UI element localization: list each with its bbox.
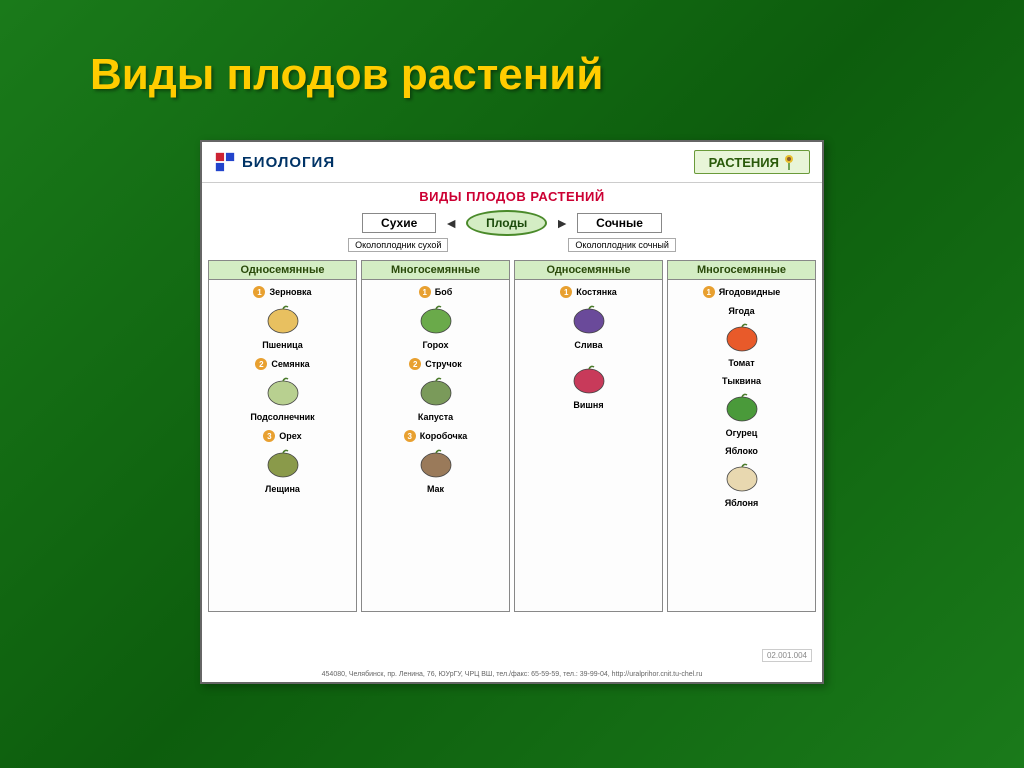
sub-right: Околоплодник сочный — [568, 238, 676, 252]
sub-left: Околоплодник сухой — [348, 238, 448, 252]
sub-row: Околоплодник сухой Околоплодник сочный — [202, 238, 822, 252]
item-example: Пшеница — [262, 340, 303, 350]
column-header: Многосемянные — [668, 261, 815, 280]
column-0: Односемянные 1 Зерновка Пшеница 2 Семянка Подс… — [208, 260, 357, 612]
fruit-item: 2 Семянка Подсолнечник — [213, 358, 352, 422]
fruit-icon — [717, 318, 767, 356]
fruit-icon — [258, 444, 308, 482]
item-type-row: Яблоко — [725, 446, 758, 456]
arrow-left-icon: ◄ — [444, 215, 458, 231]
slide-title: Виды плодов растений — [0, 0, 1024, 100]
subject-badge-text: РАСТЕНИЯ — [709, 155, 779, 170]
column-header: Многосемянные — [362, 261, 509, 280]
item-type: Костянка — [576, 287, 616, 297]
arrow-right-icon: ► — [555, 215, 569, 231]
item-example: Лещина — [265, 484, 300, 494]
item-number: 2 — [255, 358, 267, 370]
column-body: 1 Костянка Слива Вишня — [515, 280, 662, 424]
item-type-row: Тыквина — [722, 376, 761, 386]
item-number: 3 — [404, 430, 416, 442]
logo-icon — [214, 151, 236, 173]
item-type: Яблоко — [725, 446, 758, 456]
item-type-row: 1 Зерновка — [253, 286, 311, 298]
item-type-row: 2 Семянка — [255, 358, 309, 370]
fruit-item: 1 Зерновка Пшеница — [213, 286, 352, 350]
column-body: 1 Зерновка Пшеница 2 Семянка Подсолнечник 3 Оре… — [209, 280, 356, 508]
fruit-item: 1 Костянка Слива — [519, 286, 658, 350]
item-example: Капуста — [418, 412, 453, 422]
fruit-icon — [411, 300, 461, 338]
item-type: Стручок — [425, 359, 462, 369]
fruit-item: 1 Ягодовидные — [672, 286, 811, 298]
item-type-row: 1 Ягодовидные — [703, 286, 781, 298]
item-type: Боб — [435, 287, 453, 297]
fruit-item: 3 Орех Лещина — [213, 430, 352, 494]
column-1: Многосемянные 1 Боб Горох2 Стручок Капуста3 Ко… — [361, 260, 510, 612]
fruit-icon — [717, 388, 767, 426]
fruit-item: Тыквина Огурец — [672, 376, 811, 438]
branch-right: Сочные — [577, 213, 662, 233]
item-example: Горох — [423, 340, 449, 350]
column-body: 1 Ягодовидные Ягода Томат Тыквина Огурец Яблок… — [668, 280, 815, 522]
fruit-item: 3 Коробочка Мак — [366, 430, 505, 494]
top-split: Сухие ◄ Плоды ► Сочные — [202, 210, 822, 236]
item-number: 1 — [253, 286, 265, 298]
column-header: Односемянные — [515, 261, 662, 280]
fruit-icon — [564, 300, 614, 338]
chart-title: ВИДЫ ПЛОДОВ РАСТЕНИЙ — [202, 189, 822, 204]
column-body: 1 Боб Горох2 Стручок Капуста3 Коробочка Мак — [362, 280, 509, 508]
columns: Односемянные 1 Зерновка Пшеница 2 Семянка Подс… — [202, 252, 822, 616]
item-type: Семянка — [271, 359, 309, 369]
logo-text: БИОЛОГИЯ — [242, 154, 335, 171]
fruit-icon — [564, 360, 614, 398]
item-type: Ягода — [728, 306, 754, 316]
item-type-row: 1 Костянка — [560, 286, 616, 298]
item-example: Подсолнечник — [250, 412, 314, 422]
item-number: 3 — [263, 430, 275, 442]
chart-container: БИОЛОГИЯ РАСТЕНИЯ ВИДЫ ПЛОДОВ РАСТЕНИЙ С… — [200, 140, 824, 684]
fruit-item: 2 Стручок Капуста — [366, 358, 505, 422]
item-type-row: Ягода — [728, 306, 754, 316]
subject-badge: РАСТЕНИЯ — [694, 150, 810, 174]
item-number: 1 — [703, 286, 715, 298]
corner-tag: 02.001.004 — [762, 649, 812, 662]
chart-header: БИОЛОГИЯ РАСТЕНИЯ — [202, 142, 822, 183]
column-header: Односемянные — [209, 261, 356, 280]
item-number: 1 — [560, 286, 572, 298]
item-example: Слива — [574, 340, 602, 350]
item-type: Тыквина — [722, 376, 761, 386]
item-number: 1 — [419, 286, 431, 298]
branch-left: Сухие — [362, 213, 436, 233]
item-example: Вишня — [573, 400, 603, 410]
item-example: Яблоня — [725, 498, 759, 508]
item-type: Ягодовидные — [719, 287, 781, 297]
fruit-icon — [411, 444, 461, 482]
item-example: Томат — [728, 358, 754, 368]
item-example: Огурец — [726, 428, 758, 438]
fruit-item: Вишня — [519, 358, 658, 410]
column-3: Многосемянные 1 Ягодовидные Ягода Томат Тыкви… — [667, 260, 816, 612]
item-type-row: 3 Коробочка — [404, 430, 468, 442]
footer-text: 454080, Челябинск, пр. Ленина, 76, ЮУрГУ… — [202, 671, 822, 678]
fruit-item: Ягода Томат — [672, 306, 811, 368]
item-type: Орех — [279, 431, 301, 441]
fruit-item: Яблоко Яблоня — [672, 446, 811, 508]
column-2: Односемянные 1 Костянка Слива Вишня — [514, 260, 663, 612]
fruit-item: 1 Боб Горох — [366, 286, 505, 350]
fruit-icon — [717, 458, 767, 496]
item-type-row: 2 Стручок — [409, 358, 462, 370]
item-type-row: 3 Орех — [263, 430, 301, 442]
item-number: 2 — [409, 358, 421, 370]
item-example: Мак — [427, 484, 444, 494]
fruit-icon — [258, 372, 308, 410]
center-oval: Плоды — [466, 210, 547, 236]
item-type-row: 1 Боб — [419, 286, 453, 298]
fruit-icon — [258, 300, 308, 338]
logo-block: БИОЛОГИЯ — [214, 151, 335, 173]
sunflower-icon — [783, 154, 795, 170]
fruit-icon — [411, 372, 461, 410]
item-type: Зерновка — [269, 287, 311, 297]
item-type: Коробочка — [420, 431, 468, 441]
